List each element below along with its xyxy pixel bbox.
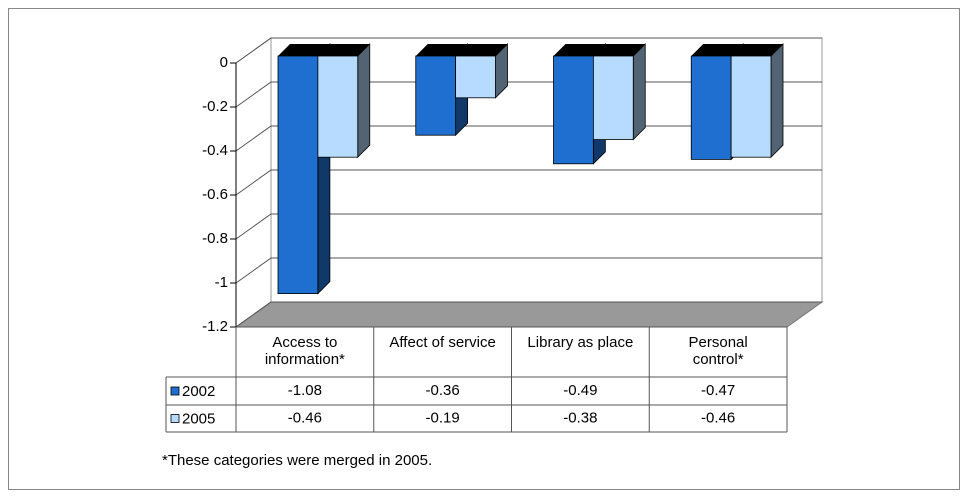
y-tick-label: -0.2	[202, 98, 228, 115]
bar-top	[731, 44, 783, 56]
table-value: -0.38	[563, 409, 597, 426]
y-tick-label: -1	[215, 274, 228, 291]
bar-top	[553, 44, 606, 56]
grid-line	[235, 257, 822, 284]
bar	[277, 55, 319, 295]
bar-side	[357, 43, 371, 159]
y-tick-label: -0.6	[202, 186, 228, 203]
y-tick-label: -0.8	[202, 230, 228, 247]
bar-top	[317, 44, 370, 56]
grid-line	[235, 37, 822, 64]
bar	[730, 55, 772, 158]
footnote: *These categories were merged in 2005.	[162, 452, 432, 469]
bar-side	[632, 43, 646, 141]
bar-top	[593, 44, 646, 56]
table-value: -0.47	[701, 382, 735, 399]
bar-top	[415, 44, 468, 56]
table-value: -0.46	[701, 409, 735, 426]
grid-line	[235, 301, 822, 328]
y-tick-label: -1.2	[202, 318, 228, 335]
y-tick-label: 0	[220, 54, 228, 71]
table-value: -1.08	[288, 382, 322, 399]
table-value: -0.46	[288, 409, 322, 426]
table-value: -0.19	[426, 409, 460, 426]
category-label: Personal control*	[688, 334, 748, 368]
grid-line	[235, 213, 822, 240]
bar-top	[691, 44, 744, 56]
table-value: -0.49	[563, 382, 597, 399]
category-label: Access to information*	[264, 334, 345, 368]
category-label: Library as place	[527, 334, 634, 351]
bar-top	[455, 44, 508, 56]
bar-top	[278, 44, 330, 56]
bar	[690, 55, 732, 160]
category-label: Affect of service	[389, 334, 496, 351]
bar	[317, 55, 359, 158]
y-tick-label: -0.4	[202, 142, 228, 159]
legend-label: 2002	[182, 383, 215, 400]
grid-line	[235, 169, 822, 196]
bar	[455, 55, 496, 99]
floor	[234, 301, 824, 328]
bar-side	[770, 43, 784, 159]
legend-key	[170, 386, 180, 396]
legend-label: 2005	[182, 410, 215, 427]
bar	[592, 55, 634, 140]
legend-key	[170, 414, 180, 423]
bar	[415, 55, 457, 136]
table-value: -0.36	[426, 382, 460, 399]
bar	[553, 55, 594, 165]
